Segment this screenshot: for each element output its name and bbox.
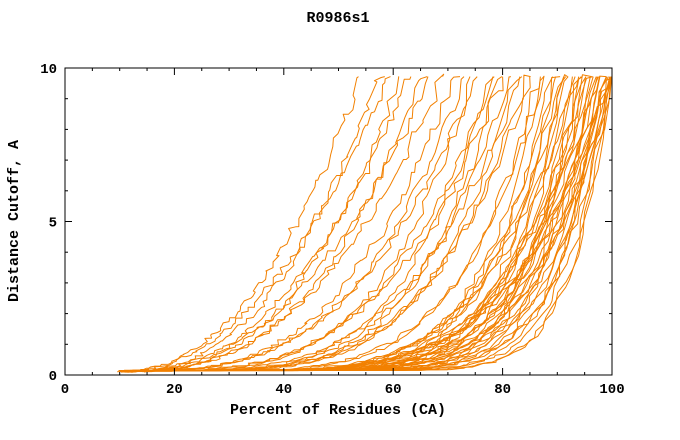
y-tick-label: 5 <box>49 216 57 232</box>
gdt-curve <box>143 76 583 372</box>
gdt-curve <box>131 76 503 372</box>
gdt-curve <box>129 76 471 372</box>
gdt-curve <box>124 73 445 373</box>
gdt-curve <box>138 75 607 371</box>
chart-title: R0986s1 <box>306 10 369 27</box>
gdt-curve <box>121 76 359 373</box>
gdt-curve <box>120 76 391 372</box>
gdt-curve <box>120 76 494 372</box>
gdt-curve <box>121 76 465 373</box>
gdt-curve <box>126 76 545 372</box>
gdt-curve <box>121 76 541 373</box>
gdt-curve <box>144 76 607 372</box>
y-tick-label: 0 <box>49 369 57 385</box>
gdt-curve <box>134 76 429 372</box>
gdt-curve <box>125 76 478 372</box>
gdt-curve <box>125 76 582 372</box>
gdt-curve <box>142 76 601 371</box>
gdt-curve <box>134 76 461 371</box>
curves-layer <box>117 73 612 373</box>
x-tick-label: 100 <box>599 382 624 398</box>
x-tick-label: 80 <box>494 382 511 398</box>
axes-layer: 0 20 40 60 80 100 0 5 10 <box>40 62 624 398</box>
x-tick-label: 60 <box>385 382 402 398</box>
x-tick-label: 20 <box>166 382 183 398</box>
gdt-curve <box>128 76 591 371</box>
gdt-curve <box>126 76 385 373</box>
gdt-curve <box>121 76 611 371</box>
gdt-curve <box>129 76 600 372</box>
gdt-curve <box>121 76 612 372</box>
y-tick-label: 10 <box>40 62 57 78</box>
y-axis-label: Distance Cutoff, A <box>6 140 23 302</box>
x-tick-label: 40 <box>275 382 292 398</box>
x-axis-label: Percent of Residues (CA) <box>230 402 446 419</box>
x-tick-label: 0 <box>61 382 69 398</box>
